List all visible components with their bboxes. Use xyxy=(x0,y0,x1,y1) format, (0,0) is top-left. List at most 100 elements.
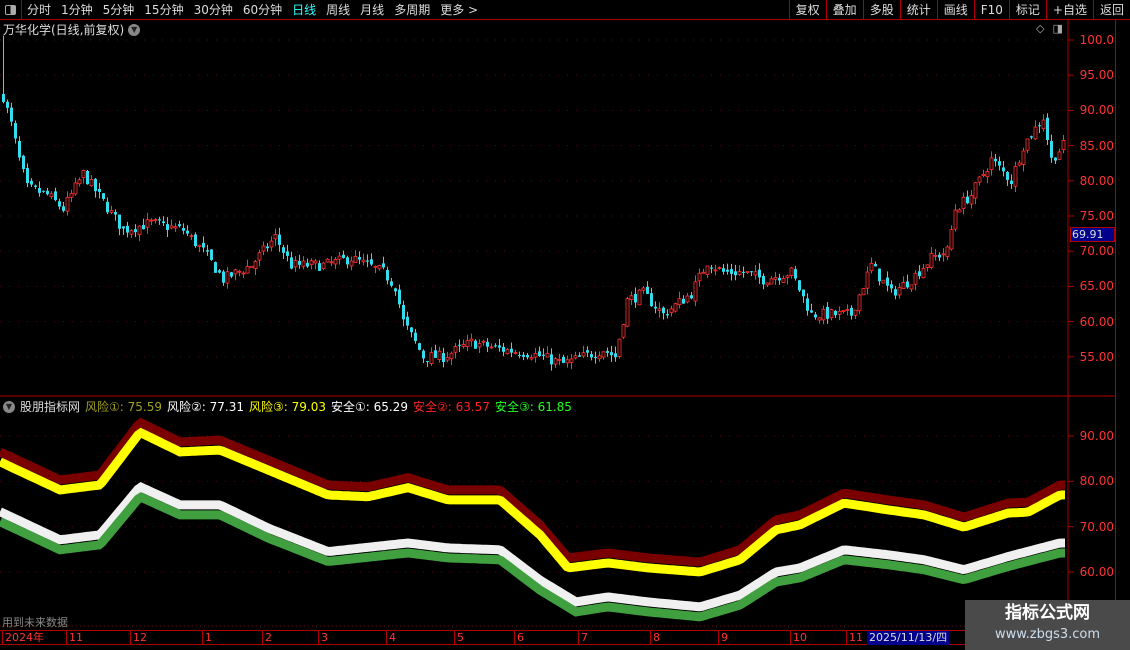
candle-body xyxy=(646,286,649,294)
candle-body xyxy=(86,170,89,185)
watermark-title: 指标公式网 xyxy=(1005,603,1090,623)
candle-body xyxy=(253,261,258,269)
candle-body xyxy=(142,225,145,230)
candle-body xyxy=(158,219,161,221)
candle-body xyxy=(918,271,921,277)
candle-body xyxy=(769,278,774,285)
toolbar-button[interactable]: 复权 xyxy=(788,0,826,20)
candle-body xyxy=(257,252,262,261)
candle-body xyxy=(894,289,897,296)
candle-body xyxy=(453,346,458,353)
period-tab[interactable]: 日线 xyxy=(292,3,317,17)
candle-body xyxy=(969,195,974,205)
candle-body xyxy=(469,338,474,342)
candle-body xyxy=(477,343,482,348)
candle-body xyxy=(321,262,326,270)
diamond-icon[interactable]: ◇ xyxy=(1036,22,1045,35)
candle-body xyxy=(65,196,70,212)
candle-body xyxy=(301,260,306,267)
period-tab[interactable]: 1分钟 xyxy=(61,3,93,17)
candle-body xyxy=(230,272,233,277)
toolbar: 分时 1分钟 5分钟 15分钟 30分钟 60分钟 日线 周线 月线 多周期 更多 > 复权 叠加 多股… xyxy=(0,0,1130,20)
toolbar-button[interactable]: 画线 xyxy=(936,0,974,20)
toolbar-button[interactable]: 统计 xyxy=(899,0,937,20)
toolbar-button[interactable]: 标记 xyxy=(1008,0,1046,20)
candle-body xyxy=(189,235,194,238)
period-tab[interactable]: 周线 xyxy=(326,3,351,17)
candle-body xyxy=(529,357,534,360)
candle-body xyxy=(1030,136,1033,138)
time-label: 6 xyxy=(514,631,524,645)
candle-body xyxy=(973,182,978,199)
candle-body xyxy=(337,255,342,260)
time-label: 2024年 xyxy=(2,631,44,645)
candle-body xyxy=(278,234,281,245)
candle-body xyxy=(606,351,609,353)
candle-body xyxy=(662,307,665,314)
candle-body xyxy=(261,245,266,252)
candle-body xyxy=(1010,180,1013,184)
candle-body xyxy=(522,354,525,357)
candle-body xyxy=(550,354,553,365)
candle-body xyxy=(214,262,217,273)
candle-body xyxy=(913,272,918,285)
candle-body xyxy=(961,196,966,209)
time-label: 11 xyxy=(846,631,863,645)
right-side-panel[interactable] xyxy=(1115,20,1130,630)
candle-body xyxy=(318,263,321,271)
safe-band xyxy=(0,492,1065,622)
candle-body xyxy=(526,354,529,358)
candle-body xyxy=(386,270,389,281)
candle-body xyxy=(806,298,809,311)
chevron-down-icon[interactable]: ▼ xyxy=(3,400,15,413)
candle-body xyxy=(245,266,250,274)
candle-body xyxy=(673,303,678,312)
legend-label: 安全② xyxy=(412,400,448,414)
candle-body xyxy=(925,264,930,268)
period-tab[interactable]: 30分钟 xyxy=(193,3,233,17)
candle-body xyxy=(465,340,470,347)
stock-title[interactable]: 万华化学(日线,前复权) ▼ xyxy=(3,21,141,38)
candle-body xyxy=(210,249,213,260)
candle-body xyxy=(690,295,693,299)
candle-body xyxy=(445,357,450,361)
toolbar-button[interactable]: F10 xyxy=(973,0,1009,20)
indicator-name[interactable]: 股朋指标网 xyxy=(20,400,81,414)
candle-body xyxy=(629,295,634,301)
toolbar-button[interactable]: 多股 xyxy=(862,0,900,20)
candle-body xyxy=(474,340,477,349)
toolbar-button[interactable]: 叠加 xyxy=(825,0,863,20)
toolbar-button[interactable]: 返回 xyxy=(1092,0,1130,20)
candle-body xyxy=(134,229,137,233)
period-tab[interactable]: 月线 xyxy=(360,3,385,17)
price-tick-label: 80.00 xyxy=(1079,173,1114,188)
candle-body xyxy=(233,269,238,275)
period-tab[interactable]: 多周期 xyxy=(394,3,431,17)
toolbar-button[interactable]: +自选 xyxy=(1045,0,1093,20)
period-tab[interactable]: 60分钟 xyxy=(242,3,283,17)
candle-body xyxy=(486,341,489,347)
panel-icon[interactable]: ◨ xyxy=(1052,22,1063,35)
candle-body xyxy=(114,211,117,215)
price-tick-label: 75.00 xyxy=(1079,209,1114,223)
panel-toggle-button[interactable] xyxy=(0,0,22,20)
candle-body xyxy=(637,289,642,306)
legend-item: 风险③: 79.03 xyxy=(248,400,326,414)
candle-body xyxy=(745,271,750,273)
indicator-legend: ▼ 股朋指标网 风险①: 75.59 风险②: 77.31 风险③: 79.03 安全… xyxy=(3,398,572,415)
candle-body xyxy=(77,179,82,185)
candle-body xyxy=(977,176,982,183)
candle-body xyxy=(197,244,202,247)
candle-body xyxy=(69,192,74,198)
candle-body xyxy=(513,352,518,354)
period-tab[interactable]: 15分钟 xyxy=(144,3,184,17)
candle-body xyxy=(850,307,853,316)
period-tab[interactable]: 更多 > xyxy=(440,3,479,17)
candle-body xyxy=(273,234,278,240)
candle-body xyxy=(901,282,906,289)
candle-body xyxy=(173,226,178,229)
period-tab[interactable]: 5分钟 xyxy=(102,3,135,17)
candle-body xyxy=(194,234,197,247)
chevron-down-icon[interactable]: ▼ xyxy=(128,23,141,36)
period-tab[interactable]: 分时 xyxy=(27,3,52,17)
